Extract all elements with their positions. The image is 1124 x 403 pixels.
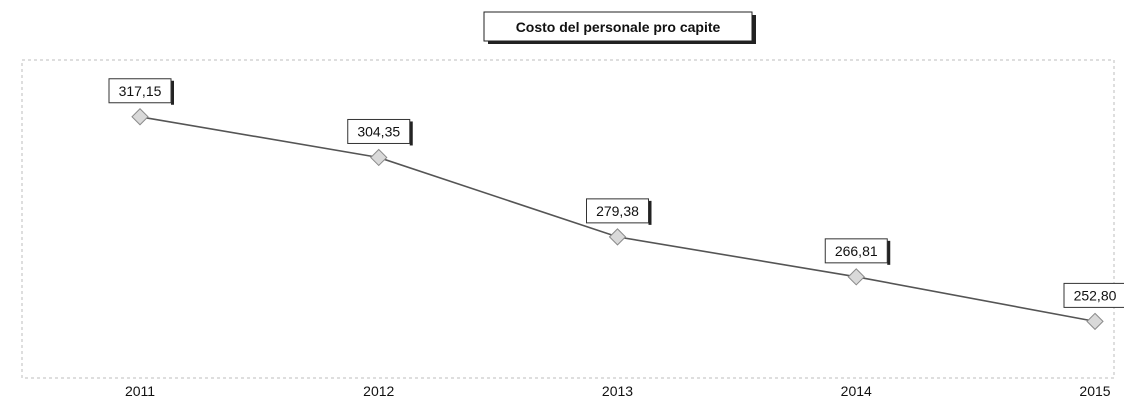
x-tick-label: 2012 [363,383,394,399]
data-label-shadow [171,80,174,105]
data-label-box [824,238,888,264]
data-point-marker [370,148,388,167]
chart-title: Costo del personale pro capite [483,11,756,44]
data-label-box [347,118,411,144]
data-point-marker [131,108,149,126]
data-label-text: 252,80 [1074,287,1117,303]
data-label-text: 304,35 [357,123,400,139]
data-label: 279,38 [586,198,652,225]
chart-title-text: Costo del personale pro capite [516,19,721,35]
data-label-box [1063,282,1124,308]
x-tick-label: 2015 [1079,383,1110,399]
x-tick-label: 2013 [602,383,633,399]
data-label-shadow [648,200,652,225]
data-label-shadow [887,240,891,265]
data-label: 252,80 [1063,282,1124,308]
series-layer [131,108,1104,331]
data-point-marker [1086,312,1104,331]
data-label-text: 266,81 [835,243,878,259]
data-point-marker [847,268,865,286]
data-label-box [108,78,172,104]
data-label-shadow [409,121,413,146]
x-tick-label: 2014 [841,383,872,399]
x-axis-tick-labels: 2011 2012 2013 2014 2015 [125,383,1111,399]
data-point-marker [608,228,627,246]
data-label: 266,81 [824,238,891,265]
data-label-layer: 317,15 304,35 279,38 266,81 252,80 [108,78,1124,308]
data-label: 304,35 [347,118,413,146]
x-tick-label: 2011 [125,383,155,399]
plot-area [21,59,1115,379]
data-label-text: 317,15 [119,83,162,99]
data-label-box [586,198,649,224]
data-label-text: 279,38 [596,203,639,219]
data-label: 317,15 [108,78,174,105]
